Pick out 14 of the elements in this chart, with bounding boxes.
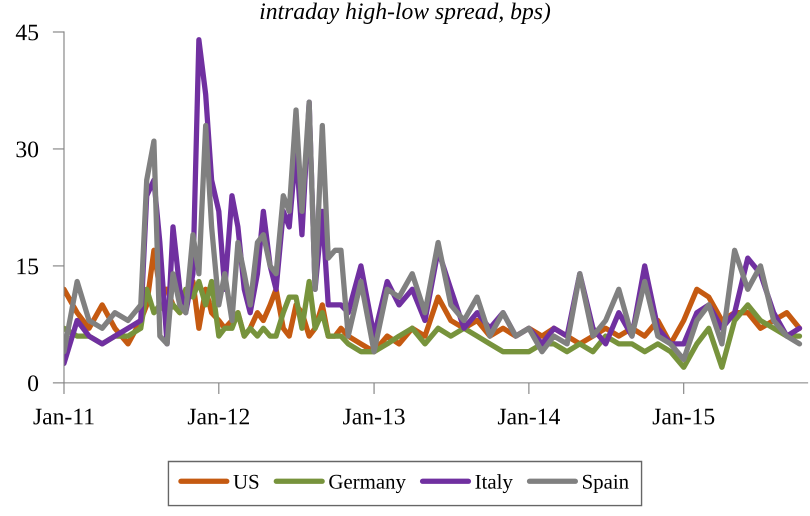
x-tick-label: Jan-15 bbox=[652, 408, 714, 424]
x-tick-label: Jan-14 bbox=[498, 408, 560, 424]
legend-label: Italy bbox=[475, 474, 513, 494]
y-tick-label: 45 bbox=[16, 24, 38, 40]
y-tick-label: 15 bbox=[17, 258, 38, 274]
y-tick-label: 30 bbox=[16, 141, 38, 158]
chart-title: intraday high-low spread, bps) bbox=[260, 2, 550, 24]
legend-label: Spain bbox=[582, 474, 629, 494]
x-tick-label: Jan-12 bbox=[188, 408, 249, 424]
x-tick-label: Jan-11 bbox=[33, 408, 94, 424]
legend-label: US bbox=[233, 474, 258, 489]
legend-label: Germany bbox=[329, 474, 406, 494]
y-tick-label: 0 bbox=[28, 375, 38, 392]
x-tick-label: Jan-13 bbox=[343, 408, 405, 424]
